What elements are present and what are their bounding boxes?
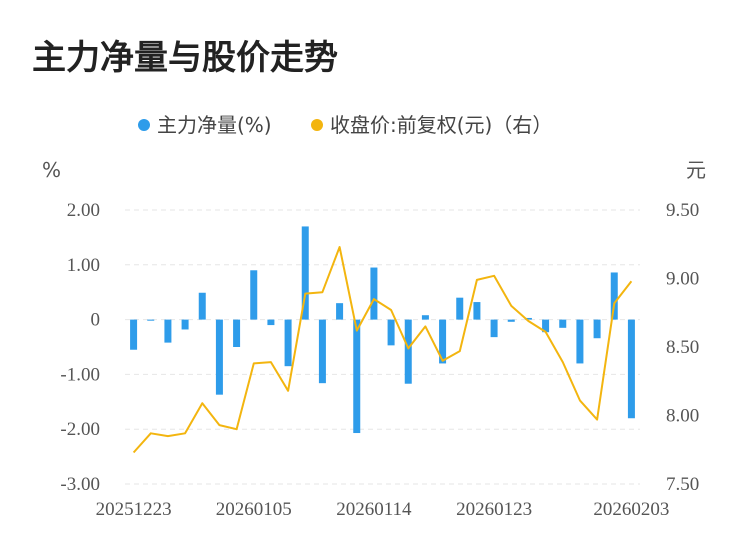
x-tick-label: 20260114	[336, 499, 412, 520]
right-axis-unit: 元	[686, 158, 706, 182]
bar	[524, 317, 532, 320]
bar-series	[130, 226, 635, 434]
bar	[370, 267, 378, 320]
bar	[353, 319, 361, 434]
x-tick-label: 20260105	[216, 499, 292, 520]
bar	[164, 319, 172, 343]
x-axis-ticks: 20251223 20260105 20260114 20260123 20260203	[96, 499, 670, 520]
bar	[181, 319, 189, 330]
right-tick-label: 8.50	[666, 337, 699, 358]
bar	[421, 315, 429, 320]
bar	[542, 319, 550, 333]
line-series	[132, 246, 633, 454]
bar	[301, 226, 309, 320]
x-tick-label: 20251223	[96, 499, 172, 520]
left-axis-unit: %	[42, 158, 61, 182]
bar	[404, 319, 412, 384]
left-tick-label: 1.00	[67, 255, 100, 276]
legend-label-line: 收盘价:前复权(元)（右）	[330, 113, 552, 137]
bar	[507, 319, 515, 322]
right-axis-ticks: 9.50 9.00 8.50 8.00 7.50	[666, 200, 699, 495]
bar	[147, 319, 155, 321]
bar	[284, 319, 292, 367]
bar	[336, 303, 344, 320]
bar	[559, 319, 567, 328]
chart-title: 主力净量与股价走势	[32, 38, 338, 78]
legend: 主力净量(%) 收盘价:前复权(元)（右）	[138, 113, 552, 137]
legend-marker-bar	[138, 119, 150, 131]
legend-marker-line	[311, 119, 323, 131]
bar	[318, 319, 326, 384]
bar	[456, 297, 464, 320]
bar	[267, 319, 275, 326]
price-line	[132, 246, 633, 454]
left-tick-label: 0	[91, 310, 101, 331]
bar	[387, 319, 395, 346]
left-tick-label: -2.00	[60, 419, 100, 440]
bar	[250, 270, 258, 320]
bar	[610, 272, 618, 320]
left-axis-ticks: 2.00 1.00 0 -1.00 -2.00 -3.00	[60, 200, 100, 495]
x-tick-label: 20260123	[456, 499, 532, 520]
bar	[627, 319, 635, 419]
gridlines	[125, 209, 640, 485]
bar	[130, 319, 138, 350]
right-tick-label: 9.50	[666, 200, 699, 221]
bar	[593, 319, 601, 339]
left-tick-label: -3.00	[60, 474, 100, 495]
bar	[576, 319, 584, 364]
bar	[439, 319, 447, 364]
x-tick-label: 20260203	[593, 499, 669, 520]
bar	[215, 319, 223, 395]
right-tick-label: 8.00	[666, 406, 699, 427]
left-tick-label: 2.00	[67, 200, 100, 221]
bar	[490, 319, 498, 338]
right-tick-label: 9.00	[666, 269, 699, 290]
bar	[198, 292, 206, 320]
bar	[233, 319, 241, 347]
left-tick-label: -1.00	[60, 364, 100, 385]
bar	[473, 302, 481, 320]
legend-label-bar: 主力净量(%)	[157, 113, 272, 137]
right-tick-label: 7.50	[666, 474, 699, 495]
